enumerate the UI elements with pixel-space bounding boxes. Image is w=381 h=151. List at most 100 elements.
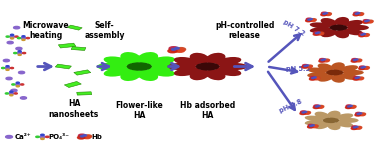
- FancyArrowPatch shape: [98, 63, 109, 70]
- Circle shape: [40, 136, 45, 138]
- FancyBboxPatch shape: [55, 64, 71, 69]
- Ellipse shape: [190, 69, 210, 80]
- Ellipse shape: [335, 30, 349, 38]
- Circle shape: [318, 33, 323, 35]
- Ellipse shape: [305, 120, 324, 125]
- Circle shape: [361, 67, 363, 68]
- Circle shape: [307, 65, 312, 67]
- Circle shape: [15, 84, 20, 85]
- Circle shape: [2, 67, 5, 69]
- Circle shape: [19, 71, 25, 74]
- Circle shape: [350, 106, 355, 108]
- Ellipse shape: [190, 53, 210, 64]
- Circle shape: [18, 37, 21, 39]
- Circle shape: [353, 127, 356, 128]
- Circle shape: [321, 14, 326, 16]
- Circle shape: [83, 135, 86, 136]
- Ellipse shape: [310, 27, 331, 33]
- Ellipse shape: [327, 122, 341, 130]
- Circle shape: [314, 78, 319, 80]
- Circle shape: [355, 77, 360, 80]
- Circle shape: [350, 105, 352, 106]
- Circle shape: [303, 64, 308, 67]
- Ellipse shape: [343, 70, 364, 75]
- Circle shape: [311, 77, 317, 80]
- Circle shape: [367, 20, 370, 21]
- Ellipse shape: [310, 22, 331, 28]
- Circle shape: [319, 105, 324, 108]
- Text: pH-controlled
release: pH-controlled release: [215, 21, 274, 40]
- Circle shape: [314, 105, 319, 107]
- Text: Hb: Hb: [91, 134, 102, 140]
- Ellipse shape: [344, 28, 363, 35]
- Circle shape: [358, 77, 364, 79]
- Ellipse shape: [147, 67, 175, 77]
- Circle shape: [83, 136, 91, 139]
- Ellipse shape: [340, 65, 358, 72]
- Circle shape: [10, 36, 14, 38]
- Text: Hb adsorbed
HA: Hb adsorbed HA: [180, 101, 235, 120]
- Circle shape: [359, 67, 364, 70]
- Ellipse shape: [174, 67, 200, 76]
- FancyArrowPatch shape: [38, 63, 51, 70]
- Circle shape: [355, 127, 361, 129]
- Circle shape: [353, 60, 356, 61]
- Circle shape: [363, 20, 369, 22]
- Circle shape: [26, 37, 29, 39]
- Circle shape: [7, 41, 13, 44]
- Circle shape: [319, 32, 324, 34]
- Circle shape: [77, 136, 85, 139]
- Circle shape: [46, 136, 49, 138]
- Circle shape: [84, 135, 92, 138]
- Circle shape: [302, 112, 305, 113]
- Circle shape: [357, 113, 360, 115]
- FancyBboxPatch shape: [74, 70, 91, 75]
- Circle shape: [359, 35, 364, 37]
- Circle shape: [312, 126, 317, 128]
- Circle shape: [356, 59, 362, 61]
- Circle shape: [357, 13, 363, 16]
- Ellipse shape: [174, 57, 200, 66]
- Circle shape: [355, 126, 358, 127]
- Circle shape: [356, 126, 362, 129]
- Circle shape: [304, 65, 309, 68]
- FancyBboxPatch shape: [71, 47, 86, 50]
- Circle shape: [352, 59, 357, 61]
- Text: Flower-like
HA: Flower-like HA: [115, 101, 163, 120]
- Circle shape: [346, 105, 352, 107]
- Circle shape: [18, 54, 21, 55]
- Circle shape: [361, 34, 363, 35]
- Ellipse shape: [151, 63, 182, 70]
- Circle shape: [315, 32, 320, 35]
- Ellipse shape: [336, 113, 353, 120]
- Circle shape: [302, 66, 307, 68]
- Ellipse shape: [335, 17, 349, 26]
- Circle shape: [357, 113, 362, 116]
- FancyArrowPatch shape: [269, 67, 297, 73]
- Circle shape: [21, 97, 27, 99]
- Circle shape: [16, 86, 19, 87]
- Circle shape: [312, 125, 314, 126]
- Ellipse shape: [321, 18, 337, 26]
- Circle shape: [304, 111, 307, 112]
- Ellipse shape: [195, 63, 219, 71]
- Ellipse shape: [347, 25, 369, 30]
- Circle shape: [359, 113, 362, 114]
- Circle shape: [307, 19, 313, 21]
- Circle shape: [351, 127, 357, 129]
- Circle shape: [314, 32, 319, 34]
- FancyArrowPatch shape: [268, 72, 295, 110]
- Circle shape: [310, 19, 312, 20]
- Circle shape: [302, 112, 307, 114]
- Circle shape: [363, 66, 366, 67]
- Text: PO₄³⁻: PO₄³⁻: [48, 134, 69, 140]
- Circle shape: [11, 34, 14, 35]
- Circle shape: [364, 34, 369, 36]
- Ellipse shape: [315, 122, 330, 129]
- Circle shape: [304, 112, 310, 114]
- Circle shape: [347, 106, 350, 107]
- FancyArrowPatch shape: [169, 63, 178, 70]
- Circle shape: [306, 66, 312, 68]
- Ellipse shape: [104, 56, 131, 66]
- Circle shape: [168, 49, 177, 53]
